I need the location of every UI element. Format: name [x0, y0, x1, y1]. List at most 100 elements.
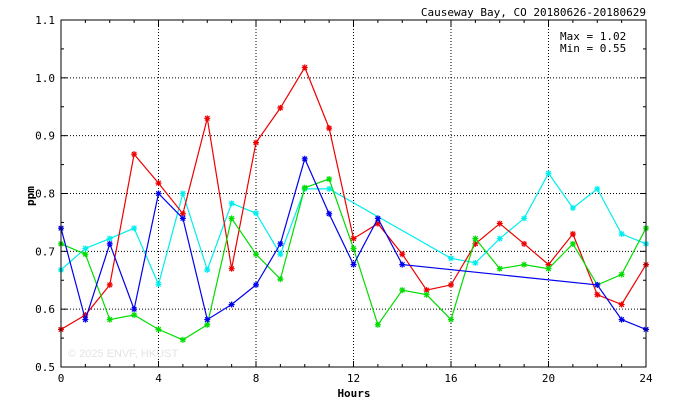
data-point-marker: [448, 281, 454, 288]
data-point-marker: [496, 220, 503, 227]
series-2: [58, 64, 649, 333]
x-tick-label: 4: [155, 372, 162, 385]
data-point-marker: [326, 210, 333, 217]
y-tick-label: 0.7: [35, 245, 55, 258]
data-point-marker: [131, 225, 138, 232]
data-point-marker: [350, 261, 357, 268]
data-point-marker: [253, 281, 259, 288]
x-axis-label: Hours: [337, 387, 370, 400]
data-point-marker: [618, 301, 625, 308]
data-point-marker: [106, 240, 113, 247]
data-point-marker: [399, 251, 406, 258]
data-point-marker: [594, 185, 601, 192]
series-line: [60, 157, 647, 330]
data-point-marker: [204, 115, 211, 122]
series-layer: [58, 64, 649, 343]
data-point-marker: [82, 311, 89, 318]
data-point-marker: [569, 230, 576, 237]
data-point-marker: [179, 210, 186, 217]
data-point-marker: [277, 240, 284, 247]
y-axis-label: ppm: [24, 186, 37, 206]
data-point-marker: [618, 316, 625, 323]
data-point-marker: [155, 190, 162, 197]
data-point-marker: [448, 255, 454, 262]
data-point-marker: [106, 281, 113, 288]
data-point-marker: [204, 266, 211, 273]
data-point-marker: [204, 316, 211, 323]
data-point-marker: [82, 245, 89, 252]
data-point-marker: [594, 281, 601, 288]
data-point-marker: [326, 176, 333, 183]
data-point-marker: [228, 265, 235, 272]
data-point-marker: [374, 321, 381, 328]
watermark: © 2025 ENVF, HKUST: [68, 348, 178, 360]
data-point-marker: [301, 155, 308, 162]
data-point-marker: [350, 235, 357, 242]
data-point-marker: [545, 261, 552, 268]
data-point-marker: [155, 326, 162, 333]
data-point-marker: [618, 230, 625, 237]
chart-title: Causeway Bay, CO 20180626-20180629: [421, 6, 646, 19]
data-point-marker: [399, 287, 406, 294]
data-point-marker: [326, 185, 333, 192]
y-tick-label: 1.0: [35, 72, 55, 85]
data-point-marker: [82, 316, 89, 323]
y-tick-label: 1.1: [35, 14, 55, 27]
y-tick-label: 0.5: [35, 361, 55, 374]
x-tick-label: 8: [253, 372, 260, 385]
data-point-marker: [521, 215, 528, 222]
data-point-marker: [472, 240, 479, 247]
x-tick-label: 20: [542, 372, 555, 385]
data-point-marker: [521, 261, 528, 268]
data-point-marker: [106, 235, 113, 242]
data-point-marker: [131, 306, 138, 313]
series-4: [58, 155, 649, 333]
data-point-marker: [569, 204, 576, 211]
data-point-marker: [179, 336, 186, 343]
data-point-marker: [277, 251, 284, 258]
grid-lines: [61, 20, 646, 367]
y-tick-label: 0.8: [35, 188, 55, 201]
x-tick-label: 24: [639, 372, 653, 385]
data-point-marker: [472, 259, 479, 266]
y-tick-label: 0.6: [35, 303, 55, 316]
data-point-marker: [131, 151, 138, 158]
data-point-marker: [301, 64, 308, 71]
data-point-marker: [545, 170, 552, 177]
x-tick-label: 12: [347, 372, 360, 385]
x-tick-labels: 0 4 8 12 16 20 24: [58, 372, 653, 385]
data-point-marker: [423, 287, 430, 294]
data-point-marker: [350, 245, 357, 252]
axes: [60, 19, 647, 368]
data-point-marker: [179, 215, 186, 222]
data-point-marker: [253, 251, 259, 258]
data-point-marker: [399, 261, 406, 268]
data-point-marker: [594, 291, 601, 298]
data-point-marker: [569, 240, 576, 247]
data-point-marker: [179, 190, 186, 197]
y-tick-labels: 0.5 0.6 0.7 0.8 0.9 1.0 1.1: [35, 14, 55, 374]
data-point-marker: [253, 139, 259, 146]
data-point-marker: [228, 301, 235, 308]
data-point-marker: [301, 184, 308, 191]
data-point-marker: [155, 281, 162, 288]
data-point-marker: [423, 291, 430, 298]
data-point-marker: [374, 220, 381, 227]
max-annotation: Max = 1.02: [560, 30, 626, 43]
data-point-marker: [228, 200, 235, 207]
x-tick-label: 16: [444, 372, 457, 385]
data-point-marker: [106, 316, 113, 323]
data-point-marker: [374, 215, 381, 222]
data-point-marker: [448, 316, 454, 323]
data-point-marker: [521, 240, 528, 247]
x-tick-label: 0: [58, 372, 65, 385]
data-point-marker: [277, 276, 284, 283]
data-point-marker: [277, 104, 284, 111]
data-point-marker: [253, 210, 259, 217]
data-point-marker: [326, 125, 333, 132]
data-point-marker: [496, 235, 503, 242]
data-point-marker: [618, 271, 625, 278]
data-point-marker: [496, 265, 503, 272]
y-tick-label: 0.9: [35, 130, 55, 143]
